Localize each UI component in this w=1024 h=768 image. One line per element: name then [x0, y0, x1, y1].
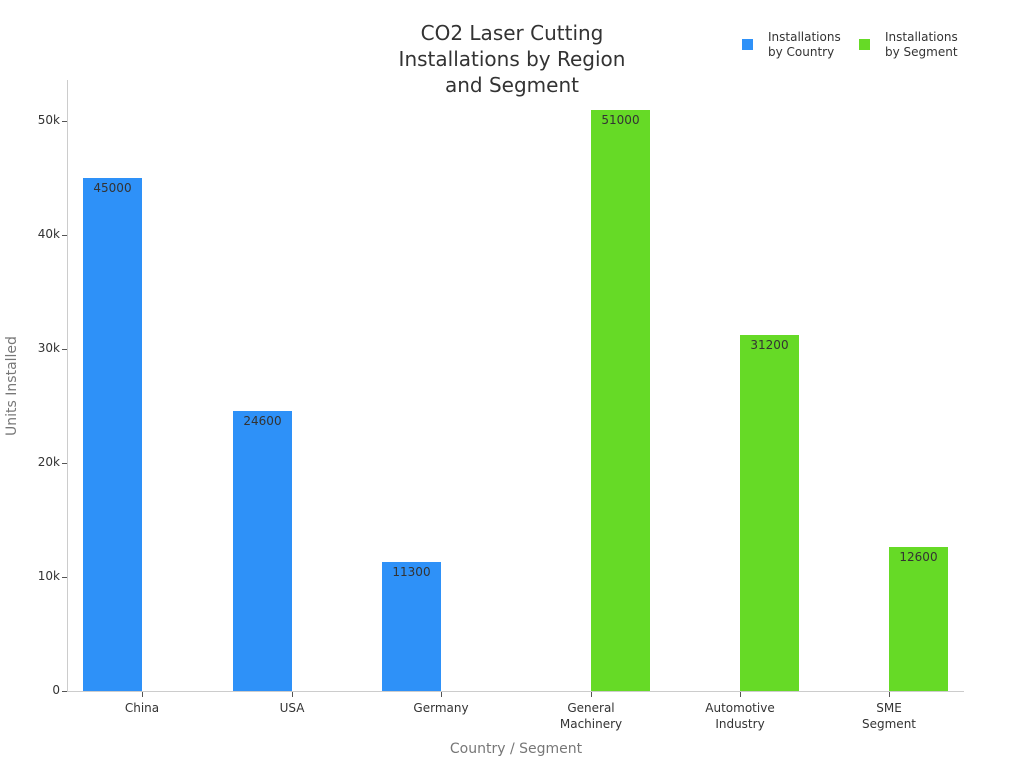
y-tick-label: 20k	[37, 455, 60, 469]
bar[interactable]: 11300	[382, 562, 441, 691]
y-tick	[62, 463, 67, 464]
title-line: and Segment	[445, 73, 579, 97]
legend-swatch-segment	[859, 39, 870, 50]
bar-value-label: 51000	[601, 112, 640, 127]
x-axis	[67, 691, 964, 692]
bar[interactable]: 31200	[740, 335, 799, 691]
x-axis-label: Country / Segment	[449, 741, 583, 757]
y-tick-label: 10k	[37, 569, 60, 583]
bar[interactable]: 24600	[233, 410, 292, 691]
x-tick	[142, 692, 143, 697]
bar-value-label: 45000	[93, 181, 132, 195]
bar[interactable]: 12600	[889, 547, 948, 691]
y-tick	[62, 121, 67, 122]
x-tick	[889, 692, 890, 697]
chart-title: CO2 Laser Cutting Installations by Regio…	[362, 20, 662, 98]
bar-value-label: 11300	[392, 565, 431, 580]
title-line: CO2 Laser Cutting	[420, 21, 604, 45]
bar[interactable]: 51000	[591, 109, 650, 691]
x-tick	[441, 692, 442, 697]
x-tick-label: USA	[279, 701, 305, 715]
y-tick	[62, 691, 67, 692]
y-tick	[62, 235, 67, 236]
legend-label: Installations	[768, 30, 841, 44]
x-tick	[292, 692, 293, 697]
legend-item-segment[interactable]: Installations by Segment	[885, 30, 958, 60]
y-tick	[62, 349, 67, 350]
bar-value-label: 24600	[243, 413, 282, 428]
x-tick-label: General Machinery	[559, 701, 623, 731]
x-tick-label: SME Segment	[862, 701, 916, 731]
y-axis	[67, 80, 68, 692]
x-tick-label: Automotive Industry	[705, 701, 775, 731]
y-tick	[62, 577, 67, 578]
bar[interactable]: 45000	[83, 178, 142, 691]
legend-label: by Segment	[885, 45, 958, 59]
y-tick-label: 40k	[37, 227, 60, 241]
title-line: Installations by Region	[398, 47, 626, 71]
bar-value-label: 31200	[750, 338, 789, 353]
legend-item-country[interactable]: Installations by Country	[768, 30, 841, 60]
legend-label: Installations	[885, 30, 958, 44]
legend-label: by Country	[768, 45, 835, 59]
y-tick-label: 30k	[37, 341, 60, 355]
x-tick-label: Germany	[413, 701, 469, 715]
x-tick	[591, 692, 592, 697]
bar-value-label: 12600	[899, 550, 938, 565]
y-tick-label: 0	[52, 683, 60, 697]
x-tick	[740, 692, 741, 697]
x-tick-label: China	[124, 701, 160, 715]
legend-swatch-country	[742, 39, 753, 50]
y-tick-label: 50k	[37, 113, 60, 127]
